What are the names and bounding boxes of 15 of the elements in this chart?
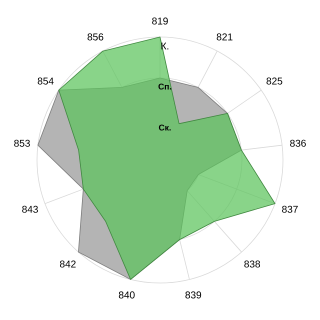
spoke-label: 838 <box>244 260 260 268</box>
spoke-label: 853 <box>14 140 30 147</box>
spoke-label: 842 <box>60 260 76 268</box>
y-tick-label: Сп. <box>158 84 172 90</box>
spoke-label: 836 <box>290 140 306 147</box>
spoke-label: 837 <box>282 206 298 213</box>
spoke-label: 819 <box>152 17 168 25</box>
spoke-label: 821 <box>216 33 232 40</box>
y-tick-label: Ск. <box>158 124 171 131</box>
spoke-label: 854 <box>38 78 54 85</box>
spoke-label: 840 <box>118 291 135 298</box>
spoke-label: 843 <box>22 206 38 213</box>
spoke-label: 825 <box>266 78 282 85</box>
spoke-label: 856 <box>88 33 104 40</box>
spoke-label: 839 <box>185 291 202 298</box>
